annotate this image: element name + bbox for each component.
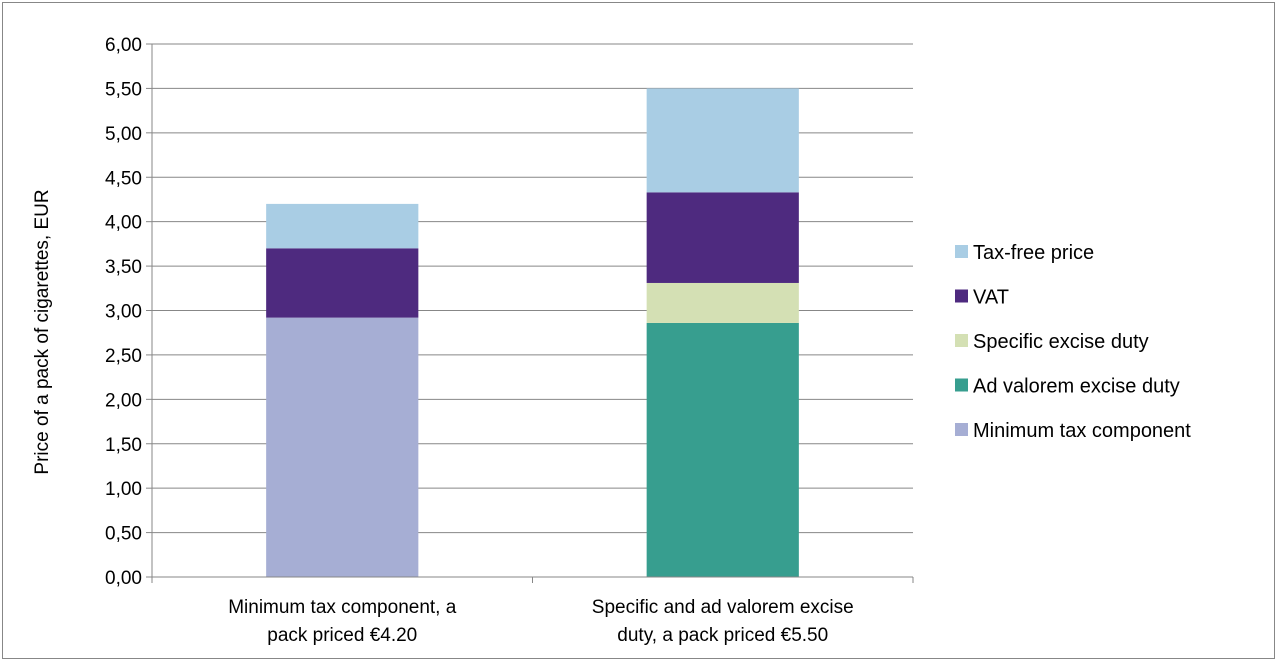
x-category-labels: Minimum tax component, a pack priced €4.2…: [228, 597, 854, 646]
legend-label: VAT: [973, 287, 1009, 309]
y-tick-label: 4,50: [105, 168, 142, 189]
y-tick-label: 4,00: [105, 213, 142, 234]
y-tick-label: 3,50: [105, 257, 142, 278]
y-tick-label: 0,00: [105, 568, 142, 589]
legend-label: Minimum tax component: [973, 420, 1191, 442]
y-tick-label: 5,50: [105, 79, 142, 100]
bar-segment: [646, 282, 799, 323]
legend: Tax-free price VAT Specific excise duty Ad …: [955, 242, 1191, 442]
axes: [151, 44, 914, 583]
bar-segment: [646, 192, 799, 283]
x-category-label: duty, a pack priced €5.50: [617, 625, 828, 646]
legend-label: Ad valorem excise duty: [973, 376, 1180, 398]
bar-segment: [266, 203, 419, 249]
y-tick-label: 6,00: [105, 35, 142, 56]
x-category-label: Minimum tax component, a: [228, 597, 457, 618]
y-tick-label: 3,00: [105, 302, 142, 323]
bar-segment: [266, 248, 419, 318]
y-tick-label: 1,50: [105, 435, 142, 456]
y-tick-label: 1,00: [105, 479, 142, 500]
legend-swatch: [955, 378, 968, 392]
legend-label: Specific excise duty: [973, 331, 1149, 353]
y-tick-label: 0,50: [105, 524, 142, 545]
legend-swatch: [955, 289, 968, 303]
y-tick-label: 2,50: [105, 346, 142, 367]
x-category-label: pack priced €4.20: [267, 625, 417, 646]
bar-segment: [646, 88, 799, 193]
bars: [266, 88, 799, 577]
x-category-label: Specific and ad valorem excise: [592, 597, 854, 618]
y-tick-labels: 0,00 0,50 1,00 1,50 2,00 2,50 3,00 3,50 4,00 4,50…: [105, 35, 142, 589]
y-axis-title: Price of a pack of cigarettes, EUR: [32, 189, 53, 474]
y-tick-label: 5,00: [105, 124, 142, 145]
legend-label: Tax-free price: [973, 242, 1094, 264]
bar-segment: [266, 317, 419, 577]
legend-swatch: [955, 423, 968, 436]
bar-segment: [646, 322, 799, 577]
legend-swatch: [955, 334, 968, 347]
legend-swatch: [955, 245, 968, 258]
y-tick-label: 2,00: [105, 390, 142, 411]
